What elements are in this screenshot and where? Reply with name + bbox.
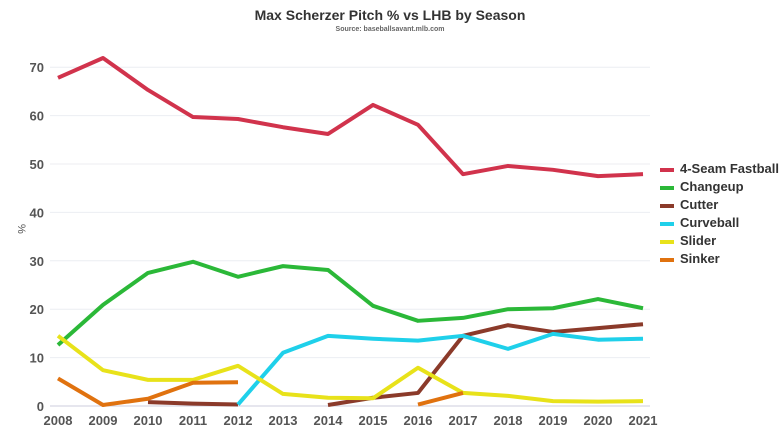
y-axis-label: % [15, 224, 27, 234]
x-tick-label: 2015 [359, 413, 388, 428]
legend-swatch [660, 258, 674, 262]
x-tick-label: 2020 [584, 413, 613, 428]
x-tick-label: 2011 [179, 413, 207, 428]
legend-label: 4-Seam Fastball [680, 161, 779, 176]
x-tick-label: 2012 [224, 413, 253, 428]
chart-title: Max Scherzer Pitch % vs LHB by Season [254, 7, 526, 23]
legend-swatch [660, 204, 674, 208]
legend-label: Curveball [680, 215, 739, 230]
x-tick-label: 2019 [539, 413, 568, 428]
x-tick-label: 2008 [44, 413, 73, 428]
chart-subtitle: Source: baseballsavant.mlb.com [335, 26, 445, 33]
y-tick-label: 10 [30, 351, 44, 366]
y-tick-label: 0 [37, 399, 44, 414]
legend-label: Slider [680, 233, 716, 248]
series-line-changeup [56, 259, 644, 347]
x-tick-label: 2009 [89, 413, 118, 428]
y-tick-label: 50 [30, 157, 44, 172]
series-line-sinker [417, 390, 464, 407]
series-line-sinker [56, 376, 239, 408]
x-tick-label: 2017 [449, 413, 478, 428]
legend-label: Sinker [680, 251, 720, 266]
y-tick-label: 70 [30, 60, 44, 75]
legend-swatch [660, 222, 674, 226]
y-tick-label: 60 [30, 109, 44, 124]
x-tick-label: 2013 [269, 413, 298, 428]
x-tick-label: 2018 [494, 413, 523, 428]
x-tick-label: 2014 [314, 413, 344, 428]
series-line-cutter [147, 400, 239, 407]
x-tick-label: 2016 [404, 413, 433, 428]
x-tick-label: 2021 [629, 413, 658, 428]
legend-swatch [660, 168, 674, 172]
series-line-cutter [327, 322, 644, 408]
y-tick-label: 20 [30, 302, 44, 317]
series-line-curveball [236, 331, 644, 406]
series-line-slider [56, 334, 644, 404]
legend-label: Changeup [680, 179, 744, 194]
legend-swatch [660, 186, 674, 190]
y-tick-label: 40 [30, 205, 44, 220]
legend-label: Cutter [680, 197, 718, 212]
series-line-4-seam-fastball [57, 56, 644, 179]
x-tick-label: 2010 [134, 413, 163, 428]
legend-swatch [660, 240, 674, 244]
y-tick-label: 30 [30, 254, 44, 269]
